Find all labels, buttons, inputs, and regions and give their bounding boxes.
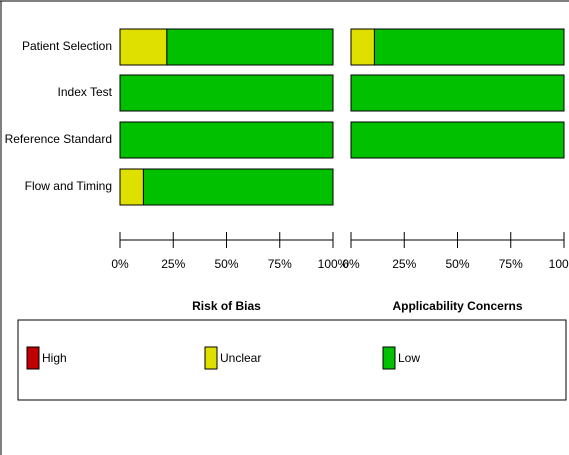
x-tick-label: 50% <box>445 257 469 271</box>
bar-segment <box>119 168 144 206</box>
legend-box <box>17 319 567 401</box>
x-tick-label: 75% <box>499 257 523 271</box>
x-tick-label: 75% <box>268 257 292 271</box>
legend-swatch <box>382 346 396 370</box>
bar-segment <box>350 121 565 159</box>
bar-segment <box>142 168 334 206</box>
legend-label: High <box>42 351 67 365</box>
legend-swatch <box>26 346 40 370</box>
bar-segment <box>119 74 334 112</box>
x-tick-label: 25% <box>161 257 185 271</box>
bar-segment <box>166 28 334 66</box>
x-tick-label: 0% <box>111 257 129 271</box>
x-tick-label: 100% <box>549 257 569 271</box>
bar-segment <box>119 121 334 159</box>
axis-title: Applicability Concerns <box>392 299 522 313</box>
legend-label: Unclear <box>220 351 261 365</box>
bar-segment <box>373 28 565 66</box>
x-tick-label: 25% <box>392 257 416 271</box>
axis-title: Risk of Bias <box>192 299 261 313</box>
category-label: Index Test <box>58 85 113 99</box>
x-tick-label: 0% <box>342 257 360 271</box>
legend-label: Low <box>398 351 420 365</box>
category-label: Flow and Timing <box>25 179 112 193</box>
legend-swatch <box>204 346 218 370</box>
x-tick-label: 50% <box>214 257 238 271</box>
x-tick-label: 100% <box>318 257 349 271</box>
bar-segment <box>350 28 375 66</box>
bar-segment <box>350 74 565 112</box>
category-label: Patient Selection <box>22 39 112 53</box>
category-label: Reference Standard <box>5 132 112 146</box>
bar-segment <box>119 28 168 66</box>
